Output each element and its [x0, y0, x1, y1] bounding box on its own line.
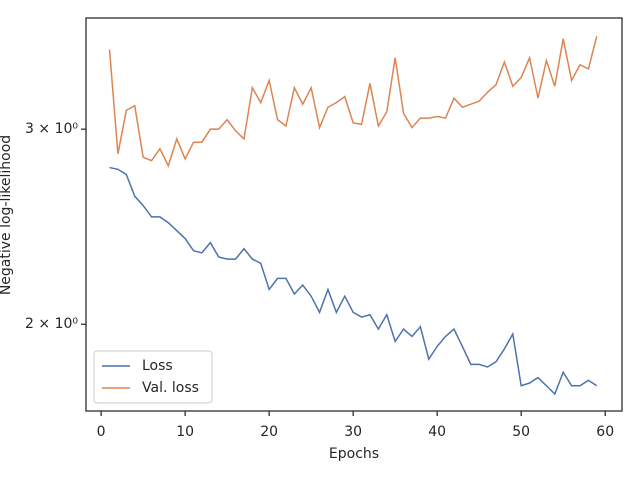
- x-tick-label: 0: [97, 424, 106, 440]
- x-axis-label: Epochs: [329, 446, 379, 462]
- y-axis-label: Negative log-likelihood: [0, 135, 14, 295]
- plot-frame: [85, 17, 623, 412]
- x-tick-label: 30: [344, 424, 362, 440]
- data-line: [109, 166, 598, 396]
- x-tick-label: 20: [260, 424, 278, 440]
- legend-label: Loss: [142, 358, 173, 374]
- y-tick-label: 3 × 10⁰: [25, 121, 78, 137]
- data-line: [108, 35, 598, 168]
- x-tick-label: 40: [428, 424, 446, 440]
- legend-box: [93, 350, 213, 404]
- y-tick-label: 2 × 10⁰: [25, 316, 78, 332]
- legend-label: Val. loss: [142, 380, 199, 396]
- x-tick-label: 10: [176, 424, 194, 440]
- x-tick-label: 60: [596, 424, 614, 440]
- x-tick-label: 50: [512, 424, 530, 440]
